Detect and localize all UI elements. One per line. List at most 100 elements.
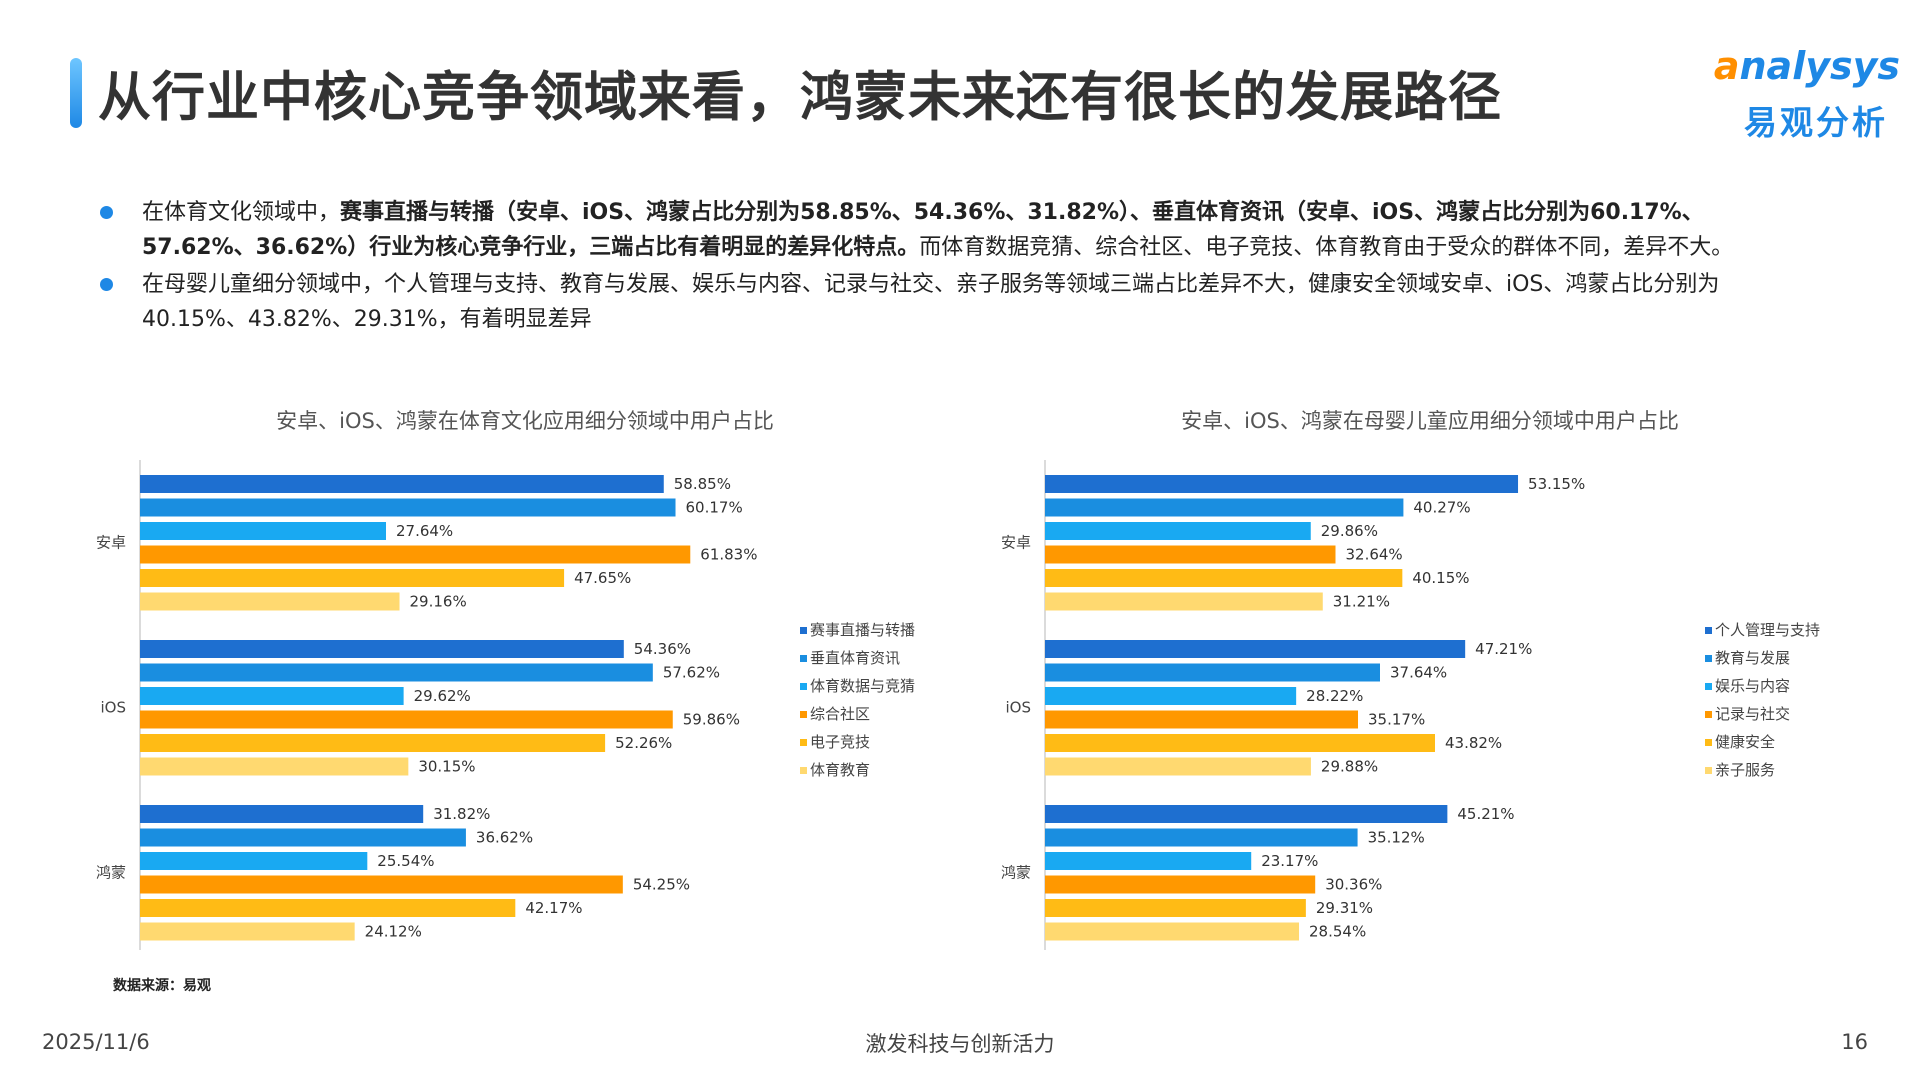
data-label: 61.83% bbox=[700, 546, 757, 564]
legend-label: 综合社区 bbox=[810, 705, 870, 723]
category-label: 安卓 bbox=[1001, 534, 1031, 552]
data-label: 40.27% bbox=[1413, 499, 1470, 517]
analysys-logo: analysys 易观分析 bbox=[1700, 44, 1900, 144]
legend-swatch bbox=[1705, 655, 1712, 662]
legend-label: 教育与发展 bbox=[1715, 649, 1790, 667]
page-title: 从行业中核心竞争领域来看，鸿蒙未来还有很长的发展路径 bbox=[98, 67, 1502, 128]
data-label: 40.15% bbox=[1412, 569, 1469, 587]
data-label: 31.82% bbox=[433, 805, 490, 823]
bar bbox=[140, 922, 355, 941]
chart-title-maternal: 安卓、iOS、鸿蒙在母婴儿童应用细分领域中用户占比 bbox=[1181, 409, 1679, 433]
data-label: 28.22% bbox=[1306, 687, 1363, 705]
data-label: 36.62% bbox=[476, 829, 533, 847]
data-label: 52.26% bbox=[615, 734, 672, 752]
data-label: 37.64% bbox=[1390, 664, 1447, 682]
bar bbox=[140, 828, 466, 847]
data-label: 42.17% bbox=[525, 899, 582, 917]
title-accent-bar bbox=[70, 58, 82, 128]
bullet-maternal: 在母婴儿童细分领域中，个人管理与支持、教育与发展、娱乐与内容、记录与社交、亲子服… bbox=[100, 267, 1810, 337]
bullet-dot-icon bbox=[100, 206, 113, 219]
legend-label: 娱乐与内容 bbox=[1715, 677, 1790, 695]
data-label: 29.31% bbox=[1316, 899, 1373, 917]
data-label: 54.25% bbox=[633, 876, 690, 894]
category-label: 鸿蒙 bbox=[1001, 864, 1031, 882]
data-label: 30.36% bbox=[1325, 876, 1382, 894]
legend-label: 健康安全 bbox=[1715, 733, 1775, 751]
data-label: 29.16% bbox=[410, 593, 467, 611]
bullet-sports-bold: 赛事直播与转播（安卓、iOS、鸿蒙占比分别为58.85%、54.36%、31.8… bbox=[142, 200, 1704, 260]
legend-swatch bbox=[1705, 683, 1712, 690]
data-label: 47.21% bbox=[1475, 640, 1532, 658]
bar bbox=[1045, 522, 1311, 540]
data-label: 45.21% bbox=[1457, 805, 1514, 823]
legend-label: 体育教育 bbox=[810, 761, 870, 779]
data-label: 59.86% bbox=[683, 711, 740, 729]
legend-swatch bbox=[800, 711, 807, 718]
bar bbox=[140, 545, 691, 564]
legend-swatch bbox=[800, 655, 807, 662]
bar bbox=[1045, 687, 1297, 705]
data-label: 23.17% bbox=[1261, 852, 1318, 870]
data-label: 24.12% bbox=[365, 923, 422, 941]
page-number: 16 bbox=[1841, 1030, 1868, 1054]
bar bbox=[140, 663, 653, 682]
bar bbox=[140, 640, 624, 658]
data-label: 27.64% bbox=[396, 522, 453, 540]
bar bbox=[140, 805, 424, 823]
footer-date: 2025/11/6 bbox=[42, 1030, 150, 1054]
bar bbox=[1045, 757, 1311, 776]
bar bbox=[1045, 640, 1466, 658]
chart-maternal: 安卓 53.15% 40.27% 29.86% 32.64% 40.15% 31.21% iO… bbox=[1001, 460, 1820, 950]
data-label: 60.17% bbox=[686, 499, 743, 517]
data-label: 53.15% bbox=[1528, 475, 1585, 493]
bar bbox=[1045, 899, 1306, 917]
bar bbox=[140, 734, 606, 752]
data-label: 25.54% bbox=[377, 852, 434, 870]
data-label: 43.82% bbox=[1445, 734, 1502, 752]
legend-label: 个人管理与支持 bbox=[1715, 621, 1820, 639]
bar bbox=[140, 757, 409, 776]
bar bbox=[1045, 545, 1336, 564]
data-label: 29.62% bbox=[414, 687, 471, 705]
bar bbox=[140, 522, 386, 540]
category-label: 鸿蒙 bbox=[96, 864, 126, 882]
data-label: 57.62% bbox=[663, 664, 720, 682]
legend-label: 垂直体育资讯 bbox=[810, 649, 900, 667]
bullet-maternal-lead: 在母婴儿童细分领域中，个人管理与支持、教育与发展、娱乐与内容、记录与社交、亲子服… bbox=[142, 272, 1720, 332]
data-label: 54.36% bbox=[634, 640, 691, 658]
bullet-sports-tail: 而体育数据竞猜、综合社区、电子竞技、体育教育由于受众的群体不同，差异不大。 bbox=[919, 235, 1734, 260]
bar bbox=[1045, 805, 1448, 823]
data-label: 32.64% bbox=[1345, 546, 1402, 564]
summary-bullets: 在体育文化领域中，赛事直播与转播（安卓、iOS、鸿蒙占比分别为58.85%、54… bbox=[100, 195, 1810, 339]
legend-swatch bbox=[800, 739, 807, 746]
bullet-dot-icon bbox=[100, 278, 113, 291]
logo-cn: 易观分析 bbox=[1744, 103, 1888, 142]
data-label: 31.21% bbox=[1333, 593, 1390, 611]
bar bbox=[140, 592, 400, 611]
data-label: 58.85% bbox=[674, 475, 731, 493]
chart-title-sports: 安卓、iOS、鸿蒙在体育文化应用细分领域中用户占比 bbox=[276, 409, 774, 433]
bar bbox=[140, 899, 516, 917]
data-source: 数据来源：易观 bbox=[113, 978, 211, 994]
bar bbox=[1045, 875, 1316, 894]
bar bbox=[140, 498, 676, 517]
bar bbox=[140, 475, 664, 493]
bar bbox=[1045, 710, 1359, 729]
data-label: 47.65% bbox=[574, 569, 631, 587]
legend-label: 体育数据与竞猜 bbox=[810, 677, 915, 695]
bar bbox=[140, 710, 673, 729]
bar bbox=[140, 875, 623, 894]
bar bbox=[140, 569, 565, 587]
data-label: 29.86% bbox=[1321, 522, 1378, 540]
bar bbox=[1045, 852, 1252, 870]
bar bbox=[1045, 569, 1403, 587]
bullet-sports: 在体育文化领域中，赛事直播与转播（安卓、iOS、鸿蒙占比分别为58.85%、54… bbox=[100, 195, 1810, 265]
bar bbox=[1045, 498, 1404, 517]
bar bbox=[140, 687, 404, 705]
legend-label: 电子竞技 bbox=[810, 733, 870, 751]
bar bbox=[1045, 734, 1435, 752]
bar bbox=[140, 852, 368, 870]
legend-label: 赛事直播与转播 bbox=[810, 621, 915, 639]
bar bbox=[1045, 663, 1380, 682]
legend-swatch bbox=[1705, 767, 1712, 774]
